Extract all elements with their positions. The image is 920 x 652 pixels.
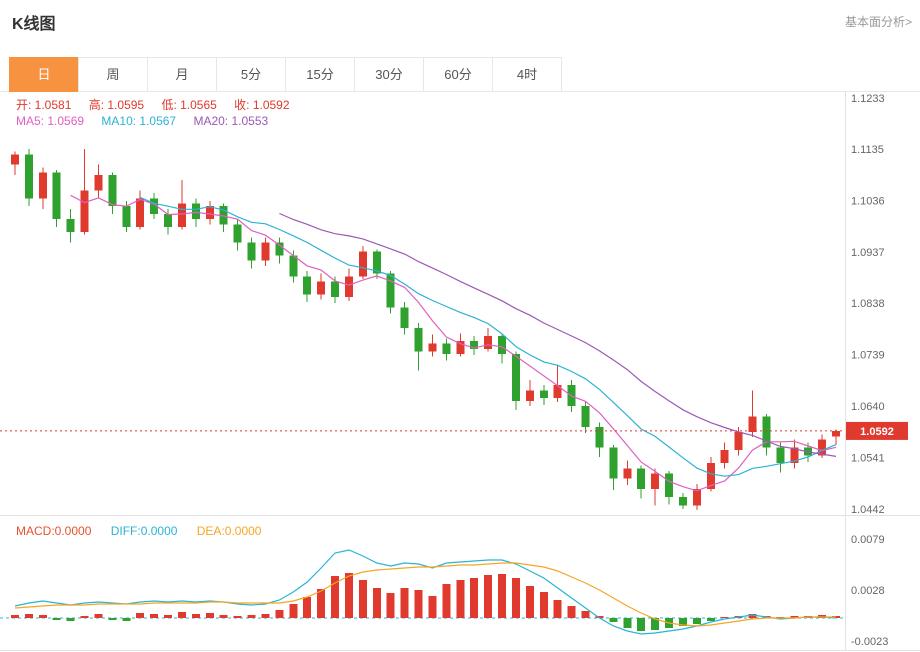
high-value: 高: 1.0595 <box>88 98 145 112</box>
ma10-value: MA10: 1.0567 <box>101 114 177 128</box>
ma-legend: MA5: 1.0569 MA10: 1.0567 MA20: 1.0553 <box>16 114 282 128</box>
diff-value: DIFF:0.0000 <box>110 524 178 538</box>
current-price-marker: 1.0592 <box>0 421 908 440</box>
tab-month[interactable]: 月 <box>147 57 217 92</box>
dea-value: DEA:0.0000 <box>196 524 262 538</box>
page-title: K线图 <box>12 16 56 33</box>
tab-week[interactable]: 周 <box>78 57 148 92</box>
macd-axis-ticks: 0.0079 0.0028 -0.0023 <box>851 534 888 648</box>
svg-text:1.0541: 1.0541 <box>851 452 885 464</box>
svg-text:1.0937: 1.0937 <box>851 247 885 259</box>
fundamental-analysis-link[interactable]: 基本面分析> <box>844 15 912 29</box>
price-axis-ticks: 1.1233 1.1135 1.1036 1.0937 1.0838 1.0739 1.06… <box>851 93 885 516</box>
tab-30min[interactable]: 30分 <box>354 57 424 92</box>
chart-borders <box>0 92 920 651</box>
svg-text:1.0838: 1.0838 <box>851 298 885 310</box>
close-value: 收: 1.0592 <box>234 98 290 112</box>
svg-text:1.0640: 1.0640 <box>851 401 885 413</box>
period-tabs: 日周月 5分 15分 30分 60分 4时 <box>9 57 562 92</box>
tab-60min[interactable]: 60分 <box>423 57 493 92</box>
tab-day[interactable]: 日 <box>9 57 79 92</box>
svg-text:1.1233: 1.1233 <box>851 93 885 105</box>
svg-text:1.0442: 1.0442 <box>851 504 885 516</box>
ohlc-legend: 开: 1.0581 高: 1.0595 低: 1.0565 收: 1.0592 <box>16 96 304 113</box>
tab-5min[interactable]: 5分 <box>216 57 286 92</box>
svg-text:1.1135: 1.1135 <box>851 144 884 156</box>
open-value: 开: 1.0581 <box>16 98 72 112</box>
svg-text:0.0079: 0.0079 <box>851 534 885 546</box>
macd-value: MACD:0.0000 <box>16 524 92 538</box>
macd-histogram-layer <box>10 573 841 631</box>
svg-text:0.0028: 0.0028 <box>851 585 885 597</box>
macd-legend: MACD:0.0000 DIFF:0.0000 DEA:0.0000 <box>16 524 277 538</box>
tab-4h[interactable]: 4时 <box>492 57 562 92</box>
ma5-value: MA5: 1.0569 <box>16 114 85 128</box>
ma-lines-layer <box>70 194 837 492</box>
tab-15min[interactable]: 15分 <box>285 57 355 92</box>
macd-lines-layer <box>14 549 837 635</box>
svg-text:1.0739: 1.0739 <box>851 350 885 362</box>
svg-text:-0.0023: -0.0023 <box>851 636 888 648</box>
svg-text:1.0592: 1.0592 <box>860 426 894 438</box>
candles-layer <box>10 149 841 510</box>
low-value: 低: 1.0565 <box>161 98 217 112</box>
svg-text:1.1036: 1.1036 <box>851 195 885 207</box>
ma20-value: MA20: 1.0553 <box>193 114 269 128</box>
